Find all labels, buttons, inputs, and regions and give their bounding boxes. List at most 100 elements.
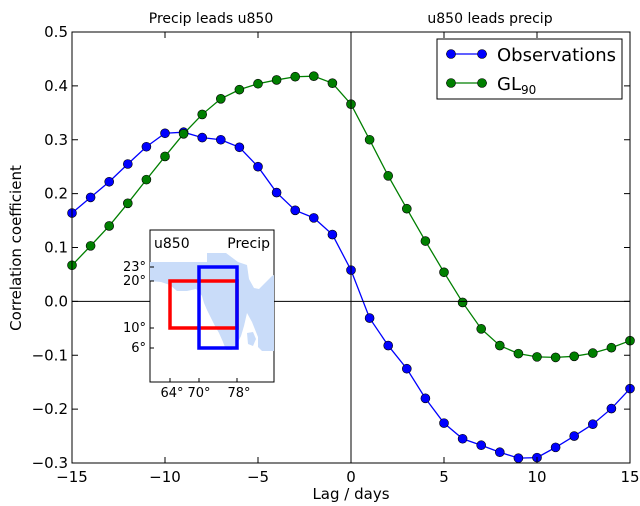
data-point [587,419,598,430]
data-point [141,141,152,152]
data-point [420,236,431,246]
inset-x-tick-label: 64° [160,386,183,401]
data-point [457,297,468,308]
data-point [216,94,226,104]
y-tick-label: 0.5 [44,23,68,41]
y-tick-label: 0.4 [44,77,68,95]
data-point [457,433,468,444]
data-point [383,171,394,181]
legend-marker-gl90 [477,78,487,88]
data-point [253,161,263,172]
annotation-u850-leads: u850 leads precip [427,11,552,27]
data-point [290,205,301,216]
x-tick-label: −15 [56,468,88,486]
y-tick-label: 0.3 [44,131,68,149]
data-point [123,159,133,169]
y-tick-label: 0.0 [44,292,68,310]
data-point [401,203,412,214]
data-point [364,313,375,323]
data-point [439,418,449,428]
data-point [271,187,282,198]
data-point [197,132,207,143]
x-tick-label: 10 [527,468,546,486]
data-point [327,78,338,88]
inset-x-tick-label: 78° [227,386,250,401]
data-point [308,71,319,81]
data-point [123,198,133,209]
inset-land-mass [150,253,274,351]
data-point [587,348,598,358]
inset-y-tick-label: 6° [131,341,146,356]
legend-marker-observations [446,49,456,59]
data-point [606,403,617,414]
inset-ticks [150,266,238,382]
data-point [513,453,524,463]
y-tick-label: −0.3 [32,454,68,472]
legend: Observations GL90 [436,38,623,100]
x-tick-label: 5 [439,468,449,486]
data-point [513,348,524,359]
inset-label-precip: Precip [227,236,270,252]
data-point [569,431,580,441]
data-point [160,151,170,162]
data-point [327,229,338,240]
data-point [550,352,561,363]
legend-marker-gl90 [446,78,456,88]
data-point [234,142,245,153]
x-tick-label: −5 [247,468,269,486]
data-point [178,129,189,139]
x-tick-label: −10 [149,468,181,486]
inset-map: u850 Precip 23° 20° 10° 6° 64° 70° 78° [123,229,275,401]
inset-x-tick-label: 70° [187,386,210,401]
legend-label-observations: Observations [497,45,616,66]
y-tick-label: −0.2 [32,400,68,418]
y-tick-label: 0.2 [44,185,68,203]
data-point [606,342,617,353]
ticks-layer: −15 −10 −5 0 5 10 15 −0.3 −0.2 −0.1 0.0 0.1 0.2 0.3 0.… [32,23,640,486]
legend-label-gl90-subscript: 90 [521,83,536,97]
data-point [141,174,152,185]
data-point [308,213,319,223]
inset-y-tick-label: 23° [123,260,146,275]
series-layer [67,71,635,463]
inset-label-u850: u850 [154,236,190,252]
inset-land [150,253,274,351]
data-point [420,393,431,404]
data-point [104,221,114,231]
data-point [271,75,282,85]
data-point [197,109,207,120]
legend-label-gl90: GL90 [497,74,536,97]
data-point [253,78,263,89]
data-point [216,134,226,145]
data-point [364,134,375,145]
y-tick-label: −0.1 [32,346,68,364]
x-axis-label: Lag / days [312,485,389,503]
data-point [160,128,170,139]
data-point [104,176,114,187]
data-point [550,442,561,453]
inset-y-tick-label: 10° [123,321,146,336]
inset-island [247,332,256,346]
x-tick-label: 15 [620,468,639,486]
data-point [85,192,96,203]
data-point [532,352,542,362]
data-point [401,363,412,374]
x-tick-label: 0 [346,468,356,486]
annotation-precip-leads: Precip leads u850 [149,11,274,27]
data-point [569,351,580,362]
legend-marker-observations [477,49,487,59]
data-point [476,440,487,451]
data-point [383,340,394,351]
y-tick-label: 0.1 [44,239,68,257]
data-point [439,267,449,278]
data-point [290,71,301,82]
legend-box [436,38,623,100]
data-point [476,324,487,334]
data-point [494,340,505,351]
data-point [85,241,96,251]
data-point [494,447,505,458]
inset-y-tick-label: 20° [123,274,146,289]
legend-label-gl90-main: GL [497,74,521,95]
data-point [234,84,245,95]
